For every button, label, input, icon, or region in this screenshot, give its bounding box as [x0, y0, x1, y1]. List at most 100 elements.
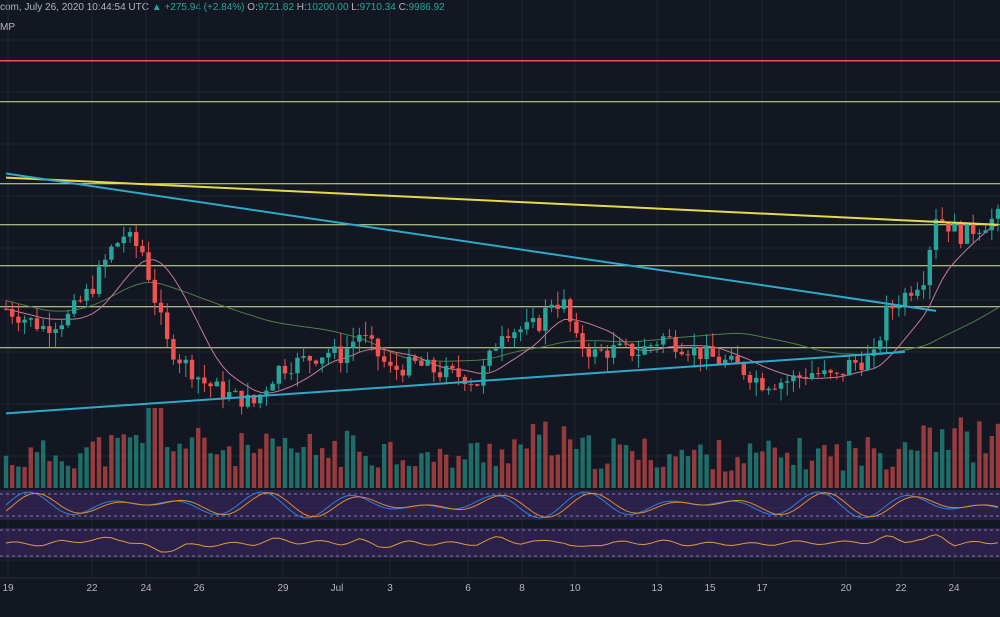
volume-bar — [865, 437, 870, 488]
candle-body — [41, 326, 46, 330]
candle-body — [388, 361, 393, 366]
volume-bar — [214, 454, 219, 488]
open-value: 9721.82 — [257, 2, 295, 13]
volume-bar — [679, 449, 684, 488]
candle-body — [512, 332, 517, 338]
x-tick-label: 22 — [86, 583, 98, 594]
candle-body — [741, 362, 746, 375]
candle-body — [995, 208, 1000, 219]
candle-body — [127, 232, 133, 237]
candle-body — [475, 384, 480, 386]
candle-body — [28, 318, 33, 320]
candle-body — [909, 292, 914, 296]
volume-bar — [196, 427, 201, 488]
candle-body — [617, 343, 622, 346]
candle-body — [816, 373, 821, 375]
candle-body — [72, 300, 77, 314]
candle-body — [16, 316, 21, 323]
candle-body — [171, 339, 176, 360]
volume-bar — [96, 437, 102, 488]
candle-body — [214, 381, 219, 387]
candle-body — [524, 322, 529, 330]
volume-bar — [692, 449, 697, 488]
candle-body — [778, 382, 784, 389]
candle-body — [165, 312, 170, 340]
volume-bar — [338, 466, 343, 488]
volume-bar — [146, 408, 151, 488]
candle-body — [853, 360, 858, 363]
volume-bar — [208, 453, 213, 488]
candle-body — [158, 302, 164, 313]
candle-body — [661, 336, 666, 345]
candle-body — [177, 359, 182, 364]
volume-bar — [940, 429, 945, 488]
volume-bar — [22, 466, 27, 488]
candle-body — [506, 336, 511, 338]
candle-body — [791, 375, 796, 382]
candle-body — [859, 362, 864, 370]
candle-body — [952, 223, 957, 232]
volume-bar — [778, 457, 784, 488]
candle-body — [468, 384, 474, 386]
low-value: 9710.34 — [359, 2, 396, 13]
candle-body — [568, 299, 573, 322]
volume-bar — [803, 469, 808, 488]
candle-body — [642, 346, 647, 355]
volume-bar — [10, 465, 15, 488]
candle-body — [896, 306, 901, 309]
volume-bar — [59, 461, 64, 488]
candle-body — [437, 372, 443, 378]
x-tick-label: 10 — [569, 583, 581, 594]
candle-body — [233, 390, 238, 392]
volume-bar — [971, 462, 976, 488]
rsi-band — [0, 528, 1000, 558]
candle-body — [704, 346, 709, 360]
volume-bar — [171, 451, 176, 488]
volume-bar — [152, 408, 157, 488]
candle-body — [958, 223, 963, 244]
x-tick-label: 24 — [948, 583, 960, 594]
candle-body — [282, 365, 288, 374]
x-tick-label: 17 — [756, 583, 768, 594]
ascending-trendline — [5, 350, 906, 415]
candle-body — [760, 377, 765, 391]
open-label: O: — [247, 2, 258, 13]
x-tick-label: 29 — [277, 583, 289, 594]
volume-bar — [121, 434, 126, 488]
candle-body — [140, 246, 145, 253]
candlesticks — [3, 204, 1000, 415]
volume-bar — [400, 460, 405, 488]
candle-body — [419, 360, 424, 366]
volume-bar — [394, 464, 399, 488]
volume-bar — [499, 449, 505, 488]
candle-body — [59, 325, 64, 330]
volume-bar — [258, 448, 263, 488]
candle-body — [809, 373, 815, 379]
volume-bar — [72, 468, 77, 488]
candle-body — [326, 352, 331, 358]
volume-bar — [425, 452, 430, 488]
volume-bar — [183, 448, 188, 488]
candle-body — [735, 355, 740, 363]
volume-bar — [301, 446, 306, 488]
volume-bar — [561, 426, 567, 488]
candle-body — [357, 334, 362, 342]
x-tick-label: Jul — [331, 583, 344, 594]
candle-body — [648, 345, 653, 347]
volume-bar — [716, 439, 722, 488]
x-tick-label: 20 — [840, 583, 852, 594]
candle-body — [239, 390, 244, 407]
volume-bar — [909, 449, 914, 488]
volume-bar — [710, 469, 715, 488]
volume-bar — [667, 454, 672, 488]
candle-body — [84, 288, 89, 301]
candle-body — [667, 336, 672, 338]
x-axis: 19 22 24 26 29 Jul 3 6 8 10 13 15 17 20 22 24 — [0, 577, 1000, 594]
candle-body — [983, 230, 988, 233]
volume-bar — [636, 459, 641, 488]
candle-body — [400, 369, 405, 376]
close-value: 9986.92 — [408, 2, 445, 13]
volume-bar — [623, 444, 629, 488]
candle-body — [630, 343, 635, 357]
